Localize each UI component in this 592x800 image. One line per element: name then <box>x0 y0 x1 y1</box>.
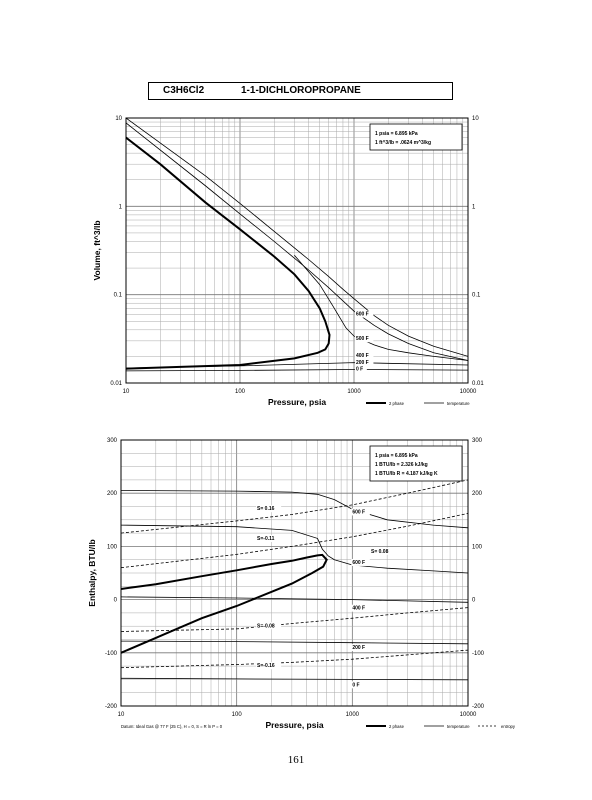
compound-formula: C3H6Cl2 <box>163 85 205 96</box>
page-number: 161 <box>287 754 305 766</box>
temperature-curve <box>125 122 469 361</box>
conversion-box <box>369 445 463 482</box>
y-tick-label-right: 0.01 <box>472 381 484 387</box>
y-tick-label-right: 0.1 <box>472 293 481 299</box>
curve-label-bg <box>256 622 282 630</box>
conversion-text: 1 BTU/lb R = 4.187 kJ/kg K <box>375 471 438 477</box>
curve-label: 600 F <box>352 509 365 515</box>
temperature-curve <box>120 596 469 603</box>
temperature-curve <box>125 117 469 357</box>
enthalpy-pressure-chart: 10 100 1000 10000 -200 -200 -100 -100 0 0 100 100 20… <box>87 438 516 730</box>
legend-label: temperature <box>447 724 470 729</box>
curve-label: S=-0.16 <box>257 663 275 669</box>
curve-label: 600 F <box>356 312 369 318</box>
conversion-text: 1 psia = 6.895 kPa <box>375 453 418 459</box>
curve-label-bg <box>354 352 374 360</box>
x-axis-label: Pressure, psia <box>268 397 326 407</box>
curve-label-bg <box>256 535 282 543</box>
y-axis-label: Enthalpy, BTU/lb <box>87 539 97 606</box>
y-tick-label-right: 10 <box>472 116 479 122</box>
curve-label: 400 F <box>352 606 365 612</box>
two-phase-curve <box>120 553 328 654</box>
curve-label: 0 F <box>352 682 359 688</box>
curve-label: 200 F <box>356 360 369 366</box>
curve-label-bg <box>351 604 370 612</box>
curve-label-bg <box>256 662 282 670</box>
y-tick-label: 300 <box>107 438 118 444</box>
temperature-curve <box>120 640 469 645</box>
curve-label-bg <box>354 358 374 366</box>
curve-label-bg <box>256 505 282 513</box>
legend-label: temperature <box>447 401 470 406</box>
two-phase-curve <box>125 136 331 370</box>
entropy-curve <box>120 607 469 632</box>
curve-label-bg <box>354 365 367 373</box>
conversion-text: 1 psia = 6.895 kPa <box>375 131 418 137</box>
temperature-curve <box>120 677 469 681</box>
y-tick-label-right: 100 <box>472 544 483 550</box>
x-tick-label: 100 <box>232 712 243 718</box>
y-tick-label-right: 200 <box>472 491 483 497</box>
legend-label: entropy <box>501 724 516 729</box>
conversion-text: 1 ft^3/lb = .0624 m^3/kg <box>375 140 431 146</box>
conversion-box <box>369 123 463 151</box>
compound-name: 1-1-DICHLOROPROPANE <box>241 85 361 96</box>
curve-label: S=-0.08 <box>257 623 275 629</box>
y-tick-label-right: 0 <box>472 598 476 604</box>
x-tick-label: 10000 <box>460 712 477 718</box>
y-tick-label: 0.01 <box>110 381 122 387</box>
y-tick-label: 200 <box>107 491 118 497</box>
curve-label-bg <box>354 335 374 343</box>
temperature-curve <box>120 524 469 574</box>
y-tick-label: 100 <box>107 544 118 550</box>
entropy-curve <box>120 513 469 569</box>
x-tick-label: 1000 <box>347 389 361 395</box>
temperature-curve <box>294 254 469 361</box>
curve-label-bg <box>354 310 374 318</box>
y-tick-label-right: 1 <box>472 204 476 210</box>
curve-label: 0 F <box>356 366 363 372</box>
y-axis-label: Volume, ft^3/lb <box>92 220 102 280</box>
y-tick-label: -200 <box>105 704 118 710</box>
conversion-text: 1 BTU/lb = 2.326 kJ/kg <box>375 462 428 468</box>
x-tick-label: 100 <box>235 389 246 395</box>
curve-label: 200 F <box>352 645 365 651</box>
curve-label: S= 0.08 <box>371 549 389 555</box>
y-tick-label: 10 <box>115 116 122 122</box>
y-tick-label-right: -100 <box>472 651 485 657</box>
x-axis-label: Pressure, psia <box>265 720 323 730</box>
y-tick-label: 1 <box>119 204 123 210</box>
temperature-curve <box>125 362 469 369</box>
temperature-curve <box>120 490 469 529</box>
y-tick-label: 0 <box>114 598 118 604</box>
temperature-curve <box>125 369 469 372</box>
curve-label-bg <box>351 558 370 566</box>
curve-label: S=-0.11 <box>257 536 275 542</box>
entropy-curve <box>120 479 469 534</box>
x-tick-label: 10 <box>123 389 130 395</box>
x-tick-label: 10 <box>118 712 125 718</box>
y-tick-label: 0.1 <box>114 293 123 299</box>
datum-footnote: Datum: Ideal Gas @ 77 F (25 C), H = 0, S… <box>121 724 223 729</box>
curve-label-bg <box>351 644 370 652</box>
x-tick-label: 10000 <box>460 389 477 395</box>
y-tick-label: -100 <box>105 651 118 657</box>
plot-frame <box>125 117 469 384</box>
entropy-curve <box>120 649 469 669</box>
curve-label: 500 F <box>356 336 369 342</box>
y-tick-label-right: 300 <box>472 438 483 444</box>
volume-pressure-chart: 10 100 1000 10000 0.01 0.01 0.1 0.1 1 1 10 10 Pressu… <box>92 116 484 407</box>
curve-label: 600 F <box>352 560 365 566</box>
legend-label: 2 phase <box>389 401 405 406</box>
x-tick-label: 1000 <box>346 712 360 718</box>
curve-label-bg <box>369 547 396 555</box>
legend-label: 2 phase <box>389 724 405 729</box>
curve-label-bg <box>351 508 370 516</box>
y-tick-label-right: -200 <box>472 704 485 710</box>
curve-label: S= 0.16 <box>257 506 275 512</box>
chart-title-box: C3H6Cl2 1-1-DICHLOROPROPANE <box>148 82 453 100</box>
curve-label: 400 F <box>356 353 369 359</box>
curve-label-bg <box>351 681 364 689</box>
